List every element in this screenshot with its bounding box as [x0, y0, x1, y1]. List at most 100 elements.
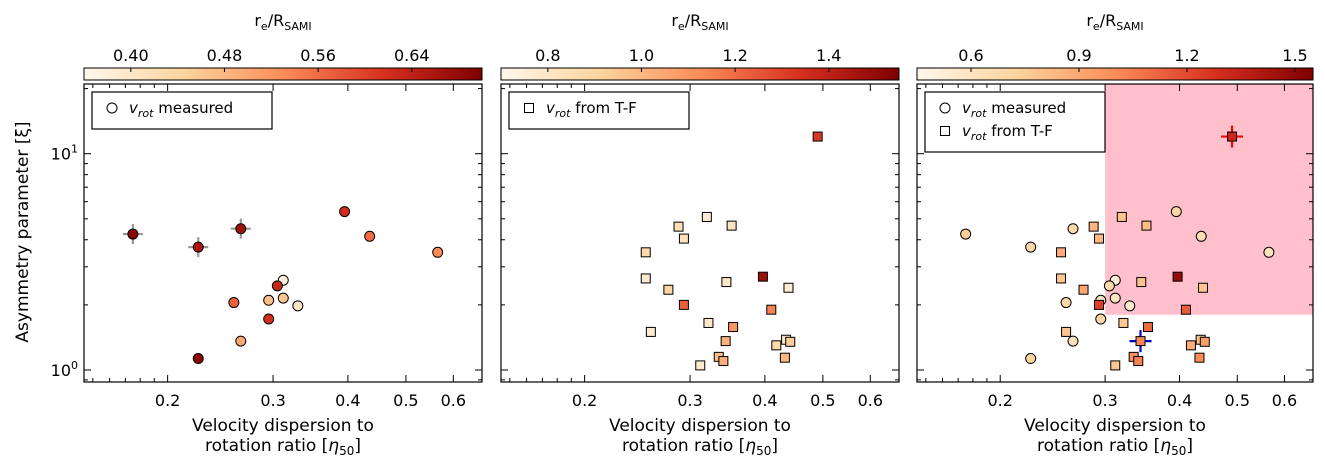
x-tick-label: 0.4: [1167, 391, 1192, 410]
x-axis-label-line1: Velocity dispersion to: [1024, 416, 1206, 436]
colorbar-tick-label: 0.56: [300, 46, 336, 65]
data-point-square: [1142, 322, 1153, 333]
data-point-square: [1185, 340, 1196, 351]
data-point-square: [726, 220, 737, 231]
y-tick-label: 100: [51, 359, 78, 380]
data-point-square: [1094, 233, 1105, 244]
data-point-square: [673, 221, 684, 232]
colorbar: 0.8 1.0 1.2 1.4 re/RSAMI: [500, 11, 900, 81]
data-point-square: [1056, 247, 1067, 258]
data-point-circle: [1195, 230, 1207, 242]
colorbar-tick-label: 1.4: [816, 46, 841, 65]
colorbar-tick-label: 0.40: [113, 46, 149, 65]
plot-frame: [500, 83, 900, 383]
legend-label: vrot from T-F: [546, 99, 637, 120]
colorbar-label: re/RSAMI: [671, 11, 728, 33]
data-point-circle: [1170, 206, 1182, 218]
data-point-circle: [1025, 353, 1037, 365]
data-points: [960, 125, 1275, 371]
data-point-square: [645, 326, 656, 337]
data-point-square: [1135, 336, 1146, 347]
colorbar-label: re/RSAMI: [1086, 11, 1143, 33]
data-point-circle: [192, 241, 204, 253]
colorbar-label: re/RSAMI: [254, 11, 311, 33]
data-point-square: [1141, 220, 1152, 231]
data-point-square: [721, 277, 732, 288]
data-point-square: [1078, 284, 1089, 295]
x-axis-label-line2: rotation ratio [η50]: [1037, 436, 1193, 458]
data-point-square: [1180, 304, 1191, 315]
data-point-circle: [1263, 246, 1275, 258]
data-point-square: [663, 284, 674, 295]
data-point-square: [1198, 282, 1209, 293]
data-point-circle: [339, 206, 351, 218]
data-points: [122, 206, 444, 365]
data-point-circle: [1025, 241, 1037, 253]
data-point-square: [771, 340, 782, 351]
legend-label: vrot measured: [962, 99, 1066, 120]
data-point-square: [1061, 326, 1072, 337]
data-point-square: [1133, 356, 1144, 367]
x-tick-label: 0.5: [393, 391, 418, 410]
plot-frame: [916, 83, 1314, 383]
x-tick-label: 0.6: [858, 391, 883, 410]
data-point-square: [1227, 131, 1238, 142]
data-point-circle: [1067, 223, 1079, 235]
colorbar: 0.40 0.48 0.56 0.64 re/RSAMI: [83, 11, 483, 81]
data-point-square: [678, 233, 689, 244]
legend-marker-circle: [106, 102, 118, 114]
data-point-square: [766, 304, 777, 315]
data-point-square: [1194, 352, 1205, 363]
legend-box: [91, 91, 273, 130]
x-tick-label: 0.6: [1272, 391, 1297, 410]
data-point-square: [678, 299, 689, 310]
data-point-circle: [292, 300, 304, 312]
data-point-circle: [1060, 297, 1072, 309]
data-point-square: [1118, 317, 1129, 328]
x-tick-label: 0.5: [810, 391, 835, 410]
legend: vrot measured: [91, 91, 273, 130]
colorbar-tick-label: 0.6: [958, 46, 983, 65]
legend: vrot from T-F: [508, 91, 690, 130]
colorbar-gradient: [83, 67, 483, 81]
x-tick-label: 0.4: [335, 391, 360, 410]
data-point-circle: [263, 313, 275, 325]
data-point-square: [640, 247, 651, 258]
colorbar-tick-label: 0.64: [394, 46, 430, 65]
highlight-region: [1105, 84, 1313, 315]
x-axis-label-line2: rotation ratio [η50]: [205, 436, 361, 458]
data-point-circle: [1103, 280, 1115, 292]
colorbar-tick-label: 0.8: [535, 46, 560, 65]
data-point-square: [1172, 271, 1183, 282]
colorbar-tick-label: 1.0: [629, 46, 654, 65]
data-point-square: [720, 336, 731, 347]
data-point-square: [728, 322, 739, 333]
data-point-square: [1088, 221, 1099, 232]
y-axis-label: Asymmetry parameter [ξ]: [13, 121, 33, 342]
colorbar-tick-label: 1.2: [722, 46, 747, 65]
y-tick-label: 101: [51, 143, 78, 164]
data-point-square: [779, 352, 790, 363]
data-point-square: [718, 356, 729, 367]
legend-label: vrot measured: [129, 99, 233, 120]
plot-frame: [83, 83, 483, 383]
legend-marker-circle: [939, 102, 951, 114]
colorbar-tick-label: 1.5: [1282, 46, 1307, 65]
legend-marker-square: [524, 103, 534, 113]
data-point-circle: [364, 230, 376, 242]
x-axis-label-line2: rotation ratio [η50]: [622, 436, 778, 458]
colorbar-tick-label: 1.2: [1174, 46, 1199, 65]
data-point-circle: [271, 280, 283, 292]
colorbar-gradient: [916, 67, 1314, 81]
x-tick-label: 0.3: [677, 391, 702, 410]
x-tick-label: 0.5: [1225, 391, 1250, 410]
data-point-square: [1056, 273, 1067, 284]
x-tick-label: 0.2: [155, 391, 180, 410]
x-tick-label: 0.2: [572, 391, 597, 410]
data-point-circle: [1095, 313, 1107, 325]
colorbar-tick-label: 0.9: [1066, 46, 1091, 65]
x-tick-label: 0.3: [1092, 391, 1117, 410]
